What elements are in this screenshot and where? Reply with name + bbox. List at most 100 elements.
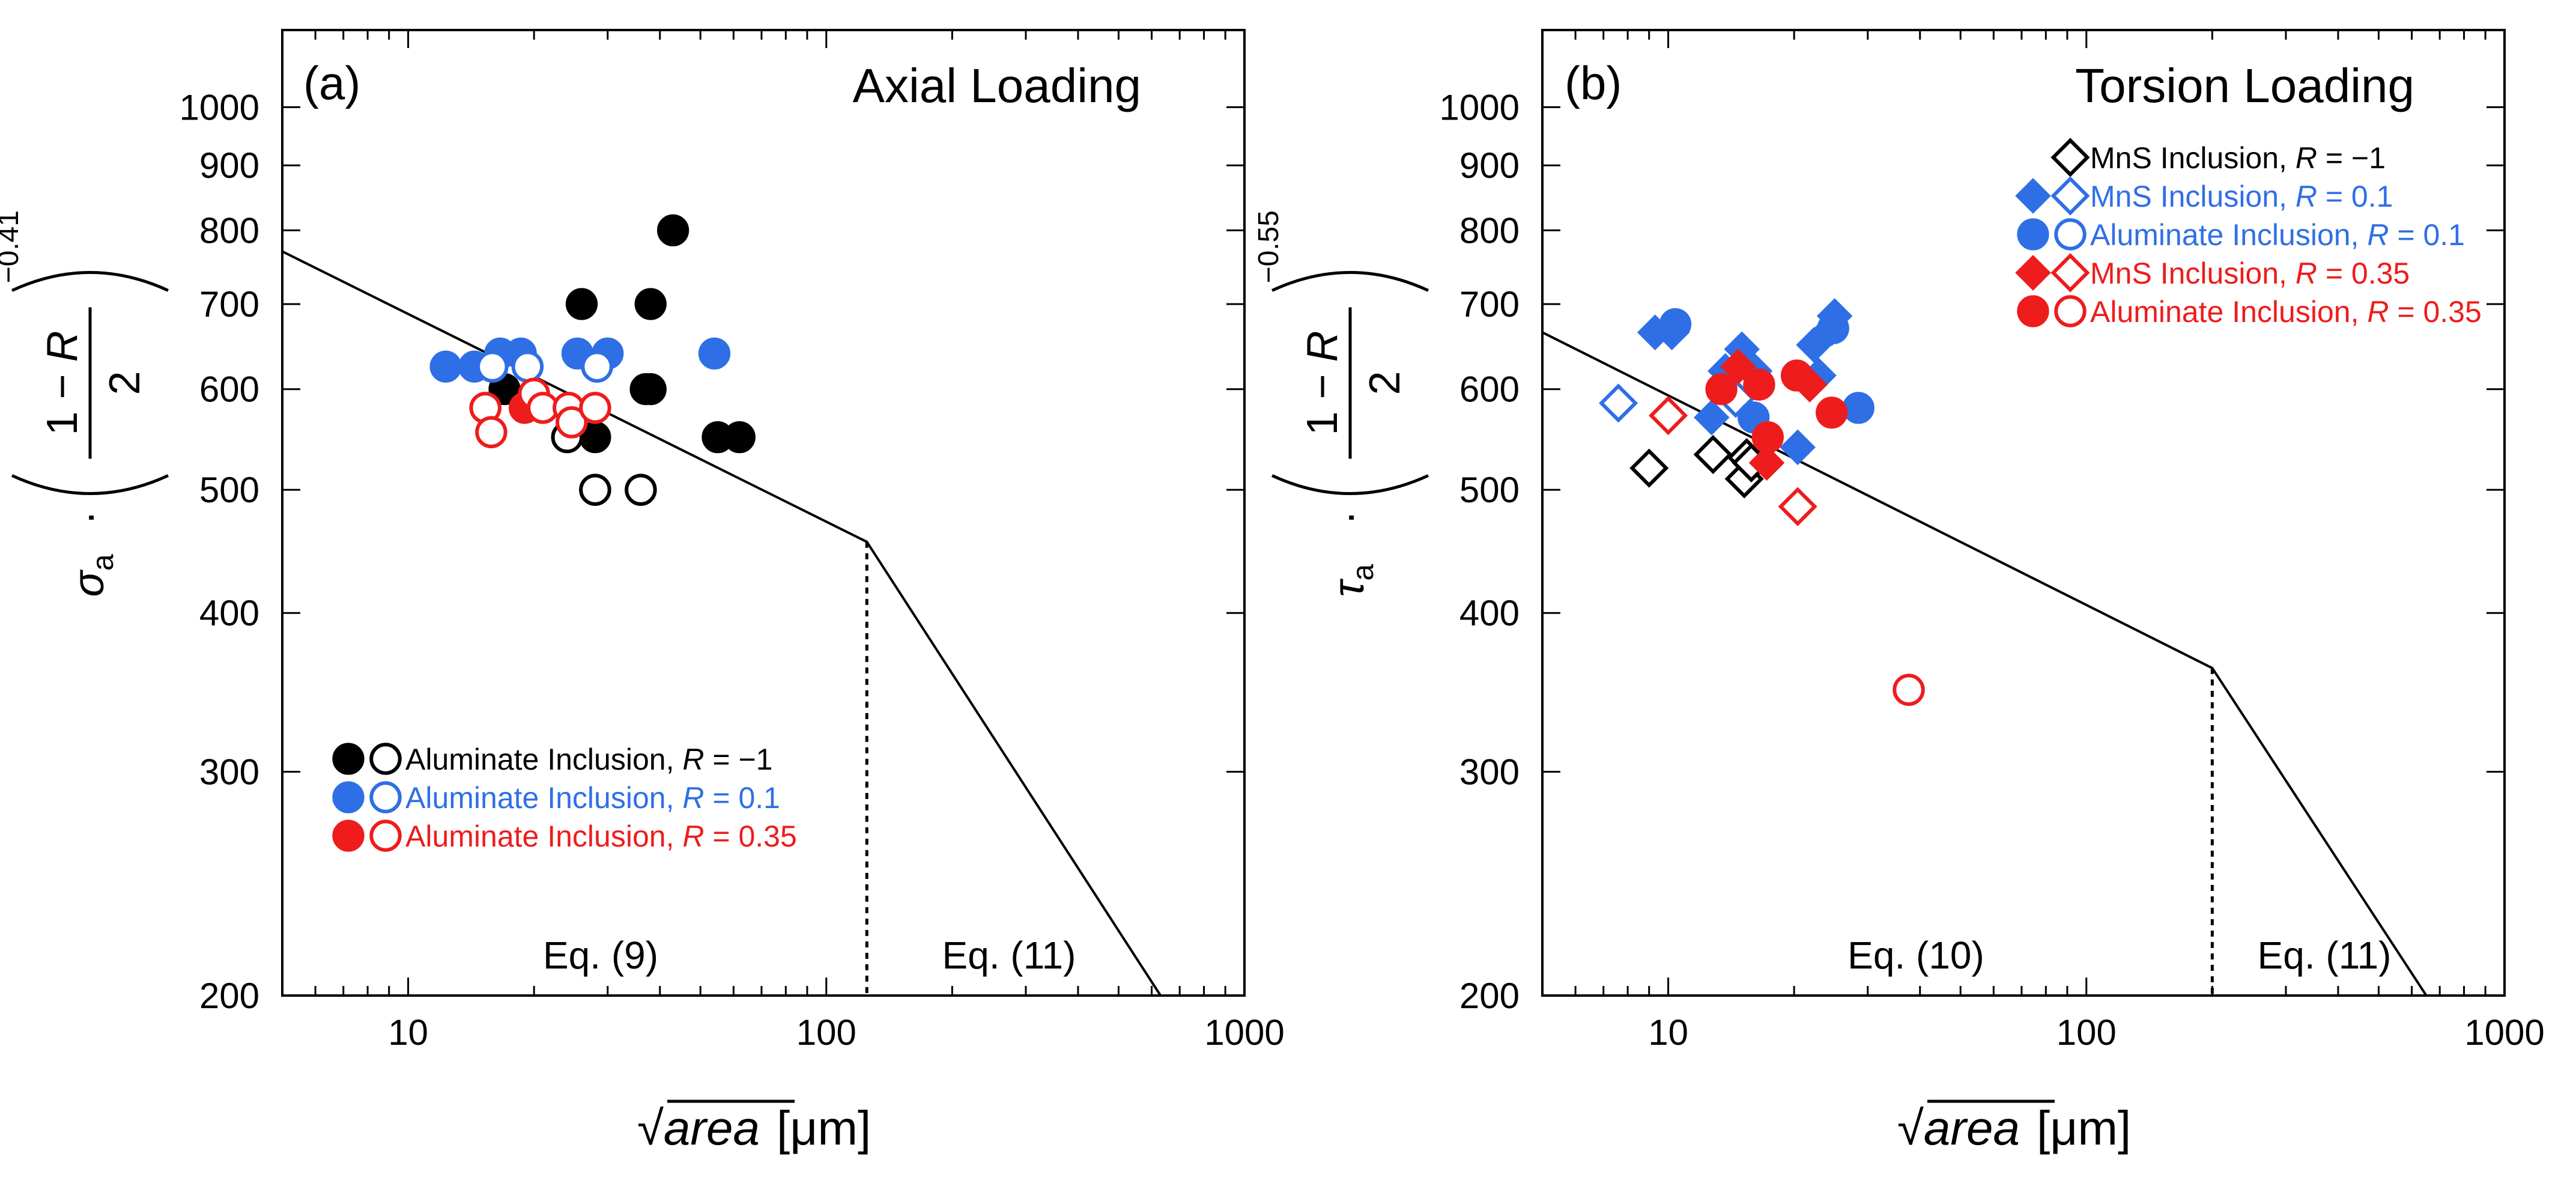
plot-frame [281, 29, 1246, 997]
legend: Aluminate Inclusion, R = −1 Aluminate Inc… [332, 743, 797, 853]
legend: MnS Inclusion, R = −1 MnS Inclusion, R = … [2015, 138, 2482, 329]
legend-marker [2050, 253, 2090, 293]
y-axis-dot: · [1325, 511, 1373, 525]
legend-marker [369, 820, 402, 852]
x-tick-label: 10 [1648, 1012, 1688, 1053]
right-paren [11, 271, 169, 292]
x-axis-title: √area [μm] [1897, 1101, 2131, 1155]
y-axis-symbol: σa [65, 554, 120, 597]
data-point [625, 473, 657, 506]
data-point [579, 392, 611, 424]
legend-marker [369, 781, 402, 814]
legend-marker [2015, 178, 2051, 214]
data-point [723, 421, 756, 454]
data-point [656, 214, 689, 247]
equation-label: Eq. (11) [942, 934, 1076, 977]
data-point [1705, 373, 1738, 406]
x-axis-ticks [281, 30, 1246, 996]
equation-label: Eq. (11) [2258, 934, 2392, 977]
panel-a-axial-loading: 10 100 1000 200 300 400 500 600 700 800 900 1000 (a)… [0, 29, 1285, 1155]
panel-label: (a) [303, 56, 360, 109]
legend-entry: MnS Inclusion, R = 0.35 [2090, 257, 2410, 290]
equation-label: Eq. (10) [1847, 934, 1984, 977]
y-axis-label: σa · 1 − R 2 −0.41 [0, 210, 169, 597]
data-point [1743, 368, 1775, 401]
legend-entry: Aluminate Inclusion, R = 0.35 [2090, 295, 2482, 329]
y-tick-label: 900 [1459, 145, 1520, 186]
data-point [1648, 396, 1688, 436]
y-tick-label: 700 [1459, 284, 1520, 324]
legend-marker [2050, 176, 2090, 216]
data-point [1816, 397, 1848, 429]
left-paren [11, 474, 169, 495]
data-point [698, 337, 731, 370]
y-axis-exponent: −0.41 [0, 210, 25, 283]
x-axis-title: √area [μm] [637, 1101, 871, 1155]
x-axis-label: √area [μm] [1897, 1099, 2131, 1155]
data-point [1778, 487, 1817, 526]
y-axis-symbol: τa [1325, 564, 1380, 597]
legend-entry: MnS Inclusion, R = −1 [2090, 141, 2386, 175]
panel-title: Axial Loading [853, 59, 1141, 112]
data-point [629, 373, 662, 406]
data-point [1893, 674, 1925, 706]
data-point [1629, 448, 1669, 488]
legend-marker [369, 743, 402, 775]
y-tick-label: 700 [199, 284, 259, 324]
legend-marker [2054, 295, 2087, 327]
y-axis-label: τa · 1 − R 2 −0.55 [1253, 210, 1429, 597]
data-points [1599, 298, 1925, 706]
data-point [1780, 429, 1816, 466]
data-point [555, 406, 588, 439]
x-tick-label: 10 [388, 1012, 428, 1053]
data-point [1693, 434, 1733, 475]
y-tick-label: 800 [199, 210, 259, 251]
data-point [475, 416, 508, 449]
model-curve-group [282, 250, 1162, 996]
x-tick-label: 100 [796, 1012, 856, 1053]
y-tick-label: 600 [1459, 370, 1520, 410]
legend-marker [2054, 218, 2087, 251]
plot-frame [1541, 29, 2506, 997]
y-axis-dot: · [65, 511, 113, 525]
data-point [581, 350, 613, 383]
y-axis-exponent: −0.55 [1253, 210, 1285, 283]
data-point [1659, 308, 1692, 341]
x-axis-ticks [1541, 30, 2506, 996]
y-axis-denominator: 2 [1361, 371, 1409, 395]
y-tick-label: 400 [199, 593, 259, 633]
data-point [1781, 359, 1813, 392]
panel-b-torsion-loading: 10 100 1000 200 300 400 500 600 700 800 900 1000 (b)… [1253, 29, 2545, 1155]
legend-entry: Aluminate Inclusion, R = 0.35 [405, 820, 797, 853]
y-tick-label: 800 [1459, 210, 1520, 251]
y-tick-label: 400 [1459, 593, 1520, 633]
left-paren [1271, 474, 1429, 495]
y-axis-numerator: 1 − R [1299, 330, 1347, 435]
y-tick-label: 500 [199, 470, 259, 510]
data-point [1599, 383, 1638, 423]
legend-marker [332, 820, 365, 852]
y-tick-label: 500 [1459, 470, 1520, 510]
data-point [1842, 392, 1874, 424]
data-point [429, 350, 462, 383]
data-point [511, 350, 544, 383]
x-tick-label: 1000 [2464, 1012, 2544, 1053]
y-axis-numerator: 1 − R [38, 330, 86, 435]
legend-marker [332, 743, 365, 775]
y-tick-label: 300 [1459, 752, 1520, 792]
data-point [476, 350, 509, 383]
y-axis-denominator: 2 [101, 371, 149, 395]
equation-label: Eq. (9) [543, 934, 658, 977]
y-axis-ticks [1542, 106, 2505, 997]
data-points [429, 214, 756, 506]
legend-marker [2017, 218, 2049, 251]
data-point [634, 288, 667, 320]
y-tick-label: 1000 [1440, 87, 1520, 127]
legend-entry: Aluminate Inclusion, R = 0.1 [2090, 218, 2465, 252]
right-paren [1271, 271, 1429, 292]
legend-entry: Aluminate Inclusion, R = −1 [405, 743, 772, 776]
y-tick-label: 200 [1459, 976, 1520, 1016]
model-curve [1542, 331, 2428, 996]
data-point [1748, 445, 1785, 481]
